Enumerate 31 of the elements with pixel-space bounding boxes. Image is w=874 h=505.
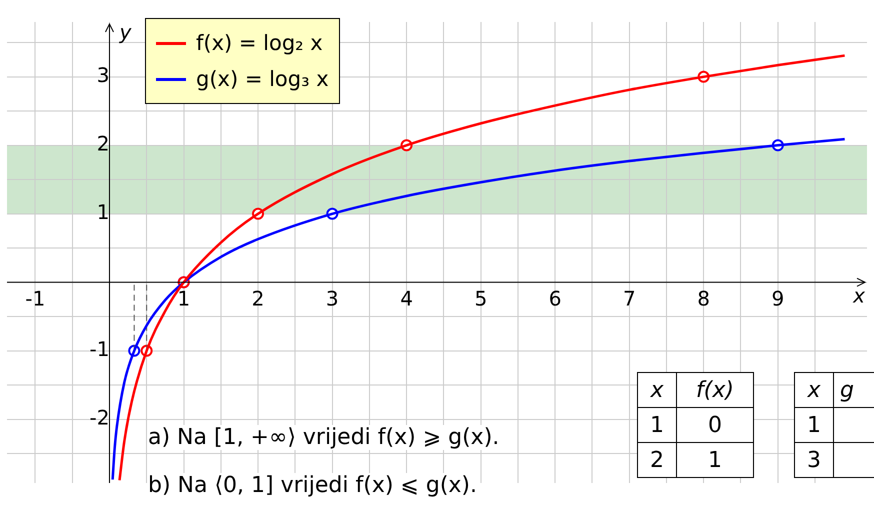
annotation: 1 [794, 408, 834, 442]
y-tick-label: 1 [96, 200, 110, 224]
annotation: 3 [794, 442, 834, 478]
annotation: 1 [638, 408, 676, 442]
annotation: a) Na [1, +∞⟩ vrijedi f(x) ⩾ g(x). [148, 425, 500, 450]
x-tick-label: 8 [697, 286, 710, 310]
annotation: x [638, 372, 676, 408]
y-axis-title: y [118, 20, 132, 44]
legend-label: f(x) = log₂ x [196, 31, 323, 55]
annotation: 2 [638, 442, 676, 478]
annotation: x [794, 372, 834, 408]
x-tick-label: 5 [474, 286, 488, 310]
y-tick-label: -2 [90, 406, 110, 430]
y-tick-label: 3 [96, 63, 110, 88]
annotation: g [834, 372, 874, 408]
x-tick-label: -1 [25, 286, 46, 310]
y-tick-label: 2 [96, 132, 110, 156]
x-tick-label: 3 [326, 286, 339, 310]
annotation: 0 [676, 408, 754, 442]
x-tick-label: 4 [400, 286, 413, 310]
y-tick-label: -1 [90, 337, 110, 361]
x-tick-label: 6 [548, 286, 562, 310]
x-tick-label: 7 [622, 286, 636, 310]
annotation: f(x) [676, 372, 754, 408]
x-tick-label: 9 [772, 286, 784, 310]
x-axis-title: x [852, 284, 866, 308]
x-tick-label: 1 [177, 286, 190, 310]
x-tick-label: 2 [252, 286, 264, 310]
annotation: b) Na ⟨0, 1] vrijedi f(x) ⩽ g(x). [148, 473, 478, 498]
annotation: 1 [676, 442, 754, 478]
legend-label: g(x) = log₃ x [196, 67, 329, 91]
